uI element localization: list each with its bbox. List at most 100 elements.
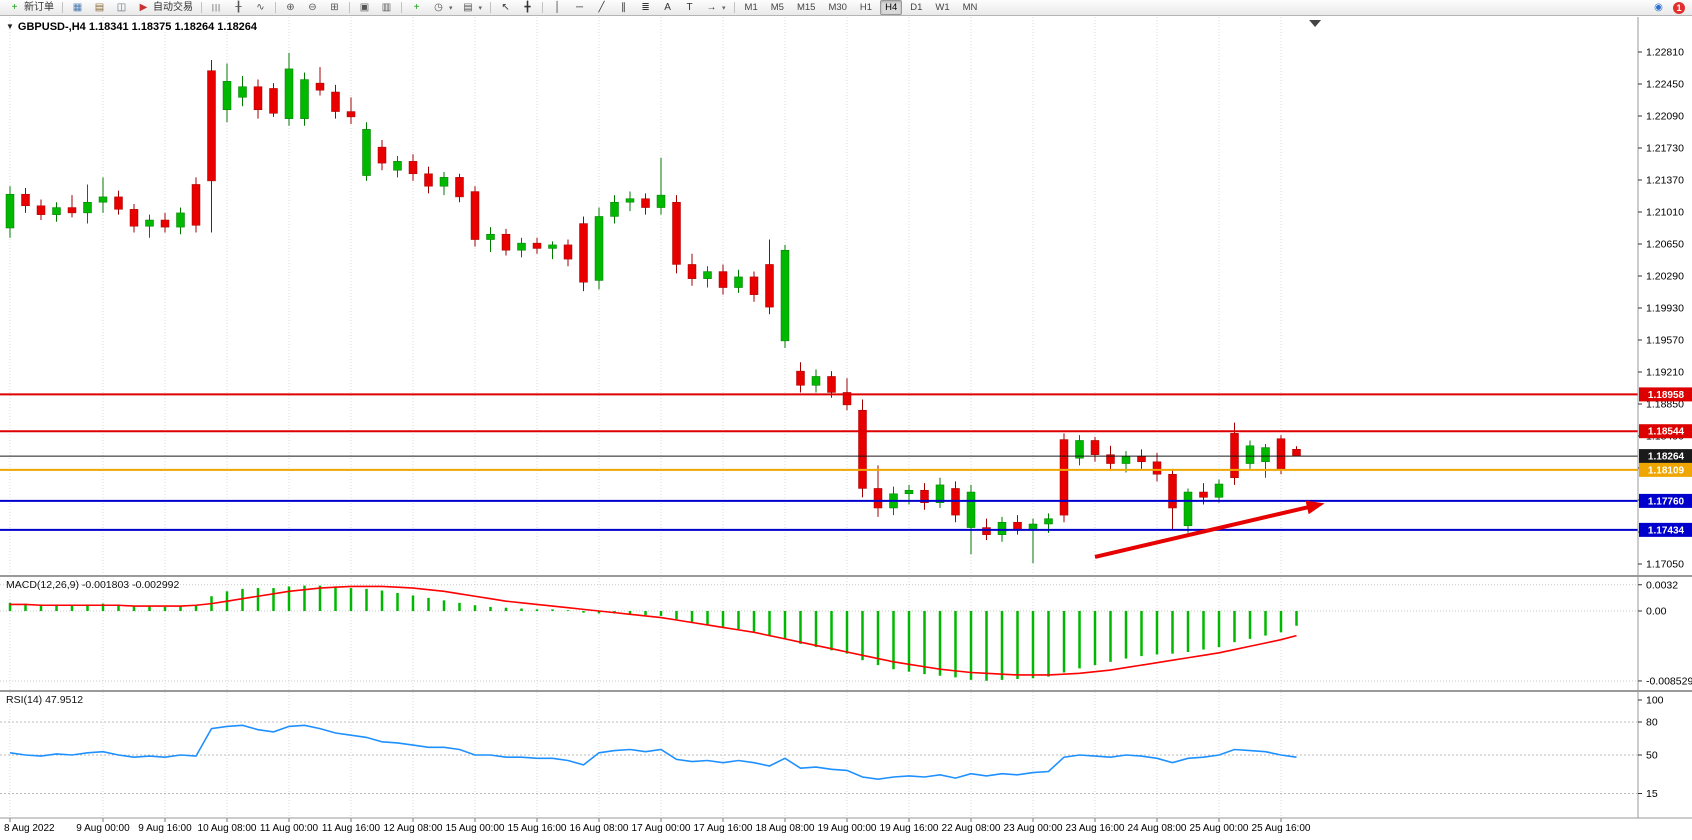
timeframe-H1[interactable]: H1 [859, 2, 873, 13]
hline-tool-icon[interactable]: ─ [569, 1, 590, 15]
zoom-in-icon[interactable]: ⊕ [280, 1, 301, 15]
new-order-icon: + [11, 1, 18, 13]
svg-text:1.21010: 1.21010 [1646, 207, 1684, 219]
zoom-out-icon[interactable]: ⊖ [302, 1, 323, 15]
vline-tool-icon: │ [554, 1, 561, 13]
svg-text:1.20650: 1.20650 [1646, 239, 1684, 251]
community-icon[interactable]: ◉ [1648, 1, 1669, 15]
svg-text:18 Aug 08:00: 18 Aug 08:00 [756, 823, 815, 834]
timeframe-MN[interactable]: MN [962, 2, 978, 13]
svg-text:17 Aug 00:00: 17 Aug 00:00 [632, 823, 691, 834]
svg-text:15: 15 [1646, 788, 1658, 800]
timeframe-M15[interactable]: M15 [796, 2, 816, 13]
terminal-icon[interactable]: ◫ [111, 1, 132, 15]
svg-text:8 Aug 2022: 8 Aug 2022 [4, 823, 55, 834]
vline-tool-icon[interactable]: │ [547, 1, 568, 15]
label-tool-icon: T [686, 1, 693, 13]
text-tool-icon[interactable]: A [657, 1, 678, 15]
svg-text:1.22810: 1.22810 [1646, 47, 1684, 59]
svg-text:0.00: 0.00 [1646, 606, 1667, 618]
add-indicator-icon: + [413, 1, 420, 13]
chart-title: ▼ GBPUSD-,H4 1.18341 1.18375 1.18264 1.18… [6, 21, 257, 33]
crosshair-icon[interactable]: ╋ [517, 1, 538, 15]
bar-chart-mode-icon: ||| [211, 2, 222, 12]
svg-text:17 Aug 16:00: 17 Aug 16:00 [694, 823, 753, 834]
hline-tool-icon: ─ [575, 1, 584, 13]
svg-text:1.17760: 1.17760 [1648, 496, 1685, 507]
timeframe-D1[interactable]: D1 [910, 2, 923, 13]
timeframe-M5[interactable]: M5 [770, 2, 784, 13]
add-indicator-icon[interactable]: + [406, 1, 427, 15]
channel-tool-icon[interactable]: ∥ [613, 1, 634, 15]
line-chart-mode-icon[interactable]: ∿ [250, 1, 271, 15]
candlestick-mode-icon: ╂ [235, 1, 242, 13]
zoom-in-icon: ⊕ [286, 1, 295, 13]
svg-text:23 Aug 16:00: 23 Aug 16:00 [1066, 823, 1125, 834]
svg-text:1.18850: 1.18850 [1646, 399, 1684, 411]
rsi-indicator-label: RSI(14) 47.9512 [6, 694, 84, 706]
toolbar-separator [490, 2, 492, 13]
svg-text:11 Aug 00:00: 11 Aug 00:00 [260, 823, 319, 834]
timeframe-H4[interactable]: H4 [880, 0, 903, 15]
tile-windows-icon[interactable]: ▣ [354, 1, 375, 15]
zoom-out-icon: ⊖ [308, 1, 317, 13]
market-watch-icon[interactable]: ▦ [67, 1, 88, 15]
label-tool-icon[interactable]: T [679, 1, 700, 15]
fibonacci-tool-icon: ≣ [641, 1, 650, 13]
svg-text:1.18958: 1.18958 [1648, 390, 1685, 401]
svg-text:10 Aug 08:00: 10 Aug 08:00 [198, 823, 257, 834]
community-icon: ◉ [1654, 1, 1663, 13]
profiles-icon[interactable]: ▤ [89, 1, 110, 15]
svg-text:1.19930: 1.19930 [1646, 303, 1684, 315]
channel-tool-icon: ∥ [621, 1, 627, 13]
svg-text:1.20290: 1.20290 [1646, 271, 1684, 283]
toolbar-separator [349, 2, 350, 13]
svg-text:50: 50 [1646, 750, 1658, 762]
macd-indicator-label: MACD(12,26,9) -0.001803 -0.002992 [6, 579, 180, 591]
cascade-windows-icon[interactable]: ▥ [376, 1, 397, 15]
candlestick-mode-icon[interactable]: ╂ [228, 1, 249, 15]
auto-trading-button[interactable]: ▶ 自动交易 [133, 1, 197, 15]
svg-text:25 Aug 00:00: 25 Aug 00:00 [1190, 823, 1249, 834]
timeframe-M30[interactable]: M30 [828, 2, 847, 13]
period-icon: ◷ [434, 1, 443, 13]
toolbar-separator [62, 2, 63, 13]
period-icon-dropdown: ▾ [449, 4, 453, 12]
notifications-badge[interactable]: 1 [1673, 1, 1685, 14]
toolbar-separator [275, 2, 276, 13]
toolbar-separator [401, 2, 402, 13]
svg-text:1.17434: 1.17434 [1648, 525, 1685, 536]
new-order-button[interactable]: + 新订单 [4, 1, 58, 15]
grid-icon[interactable]: ⊞ [324, 1, 345, 15]
svg-text:9 Aug 00:00: 9 Aug 00:00 [76, 823, 130, 834]
timeframe-W1[interactable]: W1 [935, 2, 950, 13]
trendline-tool-icon[interactable]: ╱ [591, 1, 612, 15]
crosshair-icon: ╋ [524, 1, 531, 13]
svg-text:1.22090: 1.22090 [1646, 111, 1684, 123]
svg-text:25 Aug 16:00: 25 Aug 16:00 [1252, 823, 1311, 834]
auto-trading-icon: ▶ [139, 1, 148, 13]
arrows-tool-icon[interactable]: → ▾ [701, 1, 730, 15]
svg-text:15 Aug 00:00: 15 Aug 00:00 [446, 823, 505, 834]
chart-collapse-icon[interactable]: ▼ [6, 22, 14, 31]
template-icon: ▤ [463, 1, 473, 13]
svg-text:1.18109: 1.18109 [1648, 465, 1685, 476]
line-chart-mode-icon: ∿ [256, 1, 265, 13]
timeframe-M1[interactable]: M1 [744, 2, 758, 13]
bar-chart-mode-icon[interactable]: ||| [206, 1, 227, 15]
period-icon[interactable]: ◷ ▾ [428, 1, 457, 15]
svg-text:23 Aug 00:00: 23 Aug 00:00 [1004, 823, 1063, 834]
svg-text:11 Aug 16:00: 11 Aug 16:00 [322, 823, 381, 834]
toolbar-separator [733, 2, 735, 13]
svg-text:16 Aug 08:00: 16 Aug 08:00 [570, 823, 629, 834]
cursor-icon[interactable]: ↖ [495, 1, 516, 15]
template-icon[interactable]: ▤ ▾ [458, 1, 487, 15]
svg-text:9 Aug 16:00: 9 Aug 16:00 [138, 823, 192, 834]
chart-title-text: GBPUSD-,H4 1.18341 1.18375 1.18264 1.182… [17, 21, 258, 33]
toolbar: + 新订单 ▦ ▤ ◫ ▶ 自动交易 ||| ╂ ∿ ⊕ ⊖ ⊞ ▣ ▥ + ◷ ▾ ▤ ▾ ↖ ╋ │ ─ ╱ ∥ ≣ A T → ▾ M1… [0, 0, 1692, 16]
svg-text:1.18264: 1.18264 [1648, 452, 1685, 463]
fibonacci-tool-icon[interactable]: ≣ [635, 1, 656, 15]
toolbar-separator [201, 2, 202, 13]
svg-text:1.18544: 1.18544 [1648, 427, 1685, 438]
